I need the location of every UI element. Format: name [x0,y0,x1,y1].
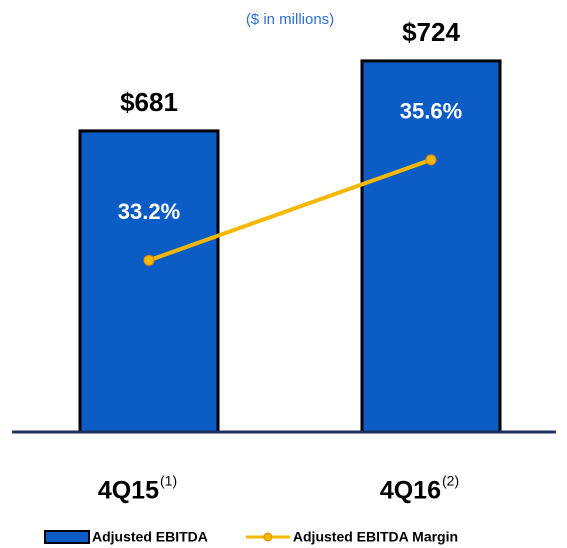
line-value-label: 33.2% [118,199,180,224]
line [148,157,432,263]
legend-label: Adjusted EBITDA [92,529,208,545]
bar [360,59,502,434]
bar [78,129,220,434]
x-tick-footnote: (2) [442,473,459,489]
line-marker [143,254,155,266]
line-marker [425,154,437,166]
bar-value-label: $724 [402,17,460,47]
x-tick-footnote: (1) [160,473,177,489]
chart-subtitle: ($ in millions) [246,11,334,28]
legend-swatch [44,530,90,544]
x-tick-label: 4Q15 [98,477,159,505]
legend-swatch-marker [263,532,273,542]
legend-label: Adjusted EBITDA Margin [293,529,458,545]
bar-value-label: $681 [120,87,178,117]
x-tick-label: 4Q16 [380,477,441,505]
line-value-label: 35.6% [400,99,462,124]
